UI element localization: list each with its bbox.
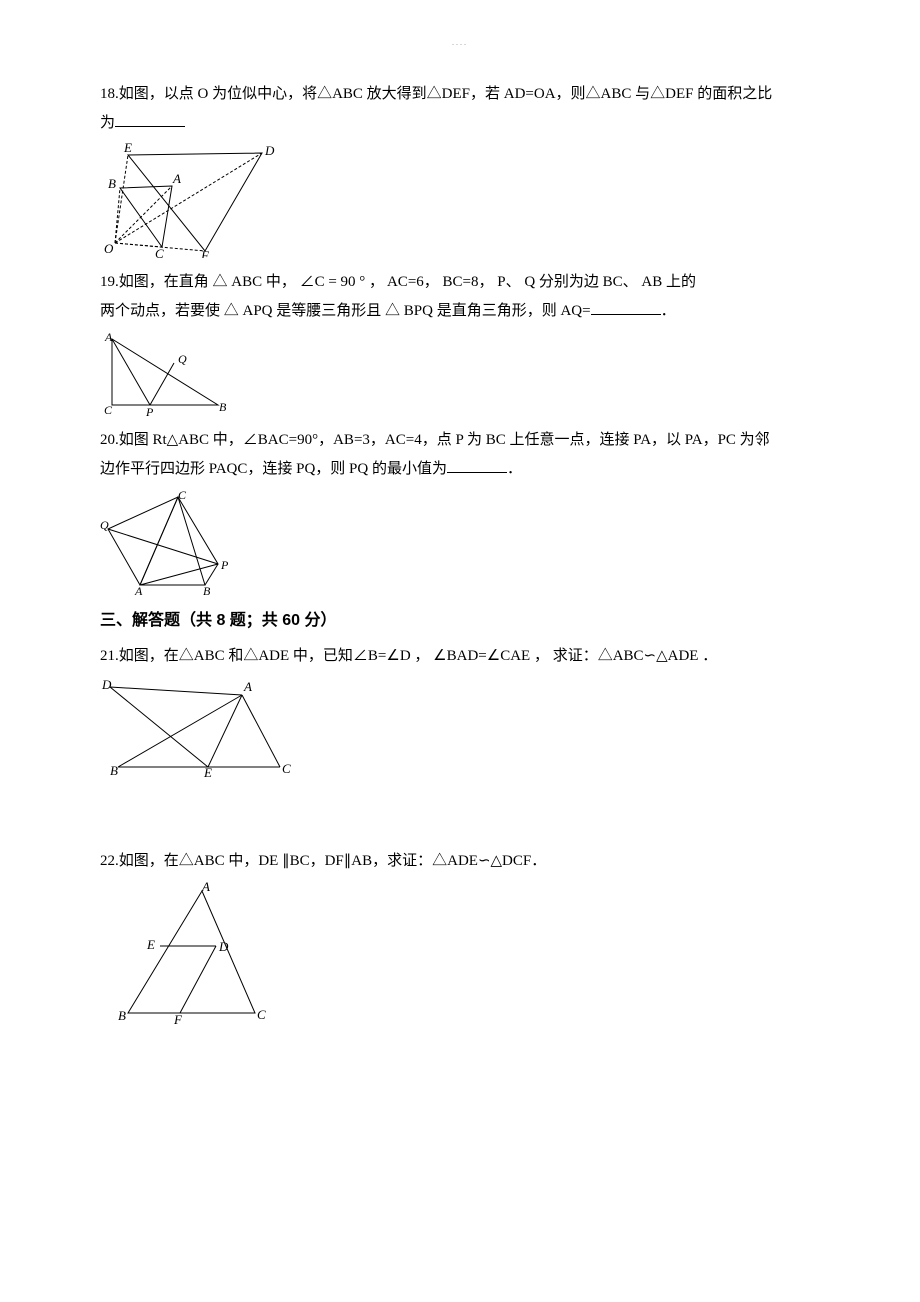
lbl-Q19: Q xyxy=(178,352,187,366)
problem-20-text: 20.如图 Rt△ABC 中，∠BAC=90°，AB=3，AC=4，点 P 为 … xyxy=(100,426,820,455)
problem-21-text: 21.如图，在△ABC 和△ADE 中，已知∠B=∠D ， ∠BAD=∠CAE … xyxy=(100,642,820,671)
p21-line: 21.如图，在△ABC 和△ADE 中，已知∠B=∠D ， ∠BAD=∠CAE … xyxy=(100,648,717,664)
p19-line2: 两个动点，若要使 △ APQ 是等腰三角形且 △ BPQ 是直角三角形，则 AQ… xyxy=(100,303,591,319)
lbl-F22: F xyxy=(173,1012,183,1026)
problem-20: 20.如图 Rt△ABC 中，∠BAC=90°，AB=3，AC=4，点 P 为 … xyxy=(100,426,820,595)
problem-19-text: 19.如图，在直角 △ ABC 中， ∠C = 90 ° ， AC=6， BC=… xyxy=(100,268,820,297)
p19-svg: A Q C P B xyxy=(100,331,230,416)
p18-line2: 为 xyxy=(100,115,115,131)
lbl-A19: A xyxy=(104,331,113,344)
p18-line1: 18.如图，以点 O 为位似中心，将△ABC 放大得到△DEF，若 AD=OA，… xyxy=(100,86,772,102)
p18-blank xyxy=(115,110,185,127)
problem-19-text2: 两个动点，若要使 △ APQ 是等腰三角形且 △ BPQ 是直角三角形，则 AQ… xyxy=(100,297,820,326)
lbl-A20: A xyxy=(134,584,143,595)
p22-line: 22.如图，在△ABC 中，DE ∥BC，DF∥AB，求证：△ADE∽△DCF． xyxy=(100,853,546,869)
lbl-E: E xyxy=(123,143,132,155)
lbl-P19: P xyxy=(145,405,154,416)
p19-figure: A Q C P B xyxy=(100,331,820,416)
p19-line1: 19.如图，在直角 △ ABC 中， ∠C = 90 ° ， AC=6， BC=… xyxy=(100,274,696,290)
problem-21: 21.如图，在△ABC 和△ADE 中，已知∠B=∠D ， ∠BAD=∠CAE … xyxy=(100,642,820,777)
section-3-title: 三、解答题（共 8 题；共 60 分） xyxy=(100,607,820,636)
lbl-A: A xyxy=(172,171,181,186)
lbl-P20: P xyxy=(220,558,229,572)
problem-20-text2: 边作平行四边形 PAQC，连接 PQ，则 PQ 的最小值为 ． xyxy=(100,455,820,484)
p18-svg: E D B A O C F xyxy=(100,143,280,258)
p21-svg: D A B E C xyxy=(100,677,295,777)
problem-18-text2: 为 xyxy=(100,109,820,138)
p20-blank xyxy=(447,456,507,473)
p22-svg: A E D B F C xyxy=(110,881,270,1026)
lbl-Q20: Q xyxy=(100,518,109,532)
p19-blank xyxy=(591,298,661,315)
lbl-B21: B xyxy=(110,763,118,777)
lbl-E22: E xyxy=(146,937,155,952)
lbl-C20: C xyxy=(178,489,187,502)
problem-22: 22.如图，在△ABC 中，DE ∥BC，DF∥AB，求证：△ADE∽△DCF．… xyxy=(100,847,820,1027)
lbl-B20: B xyxy=(203,584,211,595)
p20-line1: 20.如图 Rt△ABC 中，∠BAC=90°，AB=3，AC=4，点 P 为 … xyxy=(100,432,770,448)
lbl-A21: A xyxy=(243,679,252,694)
p20-figure: Q C P A B xyxy=(100,489,820,595)
lbl-C19: C xyxy=(104,403,113,416)
p20-period: ． xyxy=(507,461,522,477)
lbl-C: C xyxy=(155,246,164,258)
header-dots: .... xyxy=(100,36,820,50)
p20-svg: Q C P A B xyxy=(100,489,240,595)
p18-figure: E D B A O C F xyxy=(100,143,820,258)
spacer xyxy=(100,787,820,847)
p20-line2: 边作平行四边形 PAQC，连接 PQ，则 PQ 的最小值为 xyxy=(100,461,447,477)
lbl-C22: C xyxy=(257,1007,266,1022)
lbl-A22: A xyxy=(201,881,210,894)
p22-figure: A E D B F C xyxy=(110,881,820,1026)
problem-22-text: 22.如图，在△ABC 中，DE ∥BC，DF∥AB，求证：△ADE∽△DCF． xyxy=(100,847,820,876)
lbl-B: B xyxy=(108,176,116,191)
lbl-O: O xyxy=(104,241,114,256)
problem-19: 19.如图，在直角 △ ABC 中， ∠C = 90 ° ， AC=6， BC=… xyxy=(100,268,820,416)
lbl-B19: B xyxy=(219,400,227,414)
lbl-E21: E xyxy=(203,765,212,777)
lbl-B22: B xyxy=(118,1008,126,1023)
problem-18: 18.如图，以点 O 为位似中心，将△ABC 放大得到△DEF，若 AD=OA，… xyxy=(100,80,820,258)
lbl-D: D xyxy=(264,143,275,158)
lbl-D22: D xyxy=(218,939,229,954)
lbl-F: F xyxy=(200,248,210,258)
p19-period: ． xyxy=(661,303,676,319)
problem-18-text: 18.如图，以点 O 为位似中心，将△ABC 放大得到△DEF，若 AD=OA，… xyxy=(100,80,820,109)
lbl-D21: D xyxy=(101,677,112,692)
lbl-C21: C xyxy=(282,761,291,776)
p21-figure: D A B E C xyxy=(100,677,820,777)
